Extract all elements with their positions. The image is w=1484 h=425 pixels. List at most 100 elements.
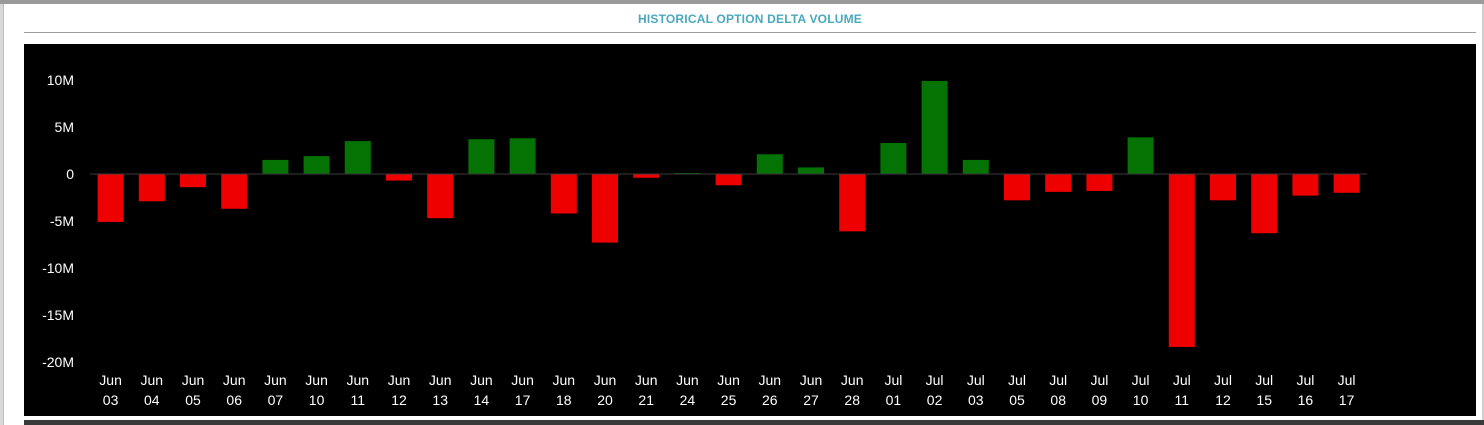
y-tick-label: -10M: [42, 260, 74, 276]
bars: [97, 80, 1360, 347]
x-tick-day: 12: [1215, 392, 1231, 408]
x-tick-day: 17: [1339, 392, 1355, 408]
bar: [550, 174, 577, 214]
bar: [138, 174, 165, 202]
bar: [962, 159, 989, 174]
x-tick-month: Jul: [1296, 372, 1314, 388]
x-tick-day: 18: [556, 392, 572, 408]
x-tick-month: Jun: [841, 372, 864, 388]
bar: [592, 174, 618, 243]
x-tick-month: Jul: [967, 372, 985, 388]
bar: [1292, 174, 1319, 196]
x-tick-day: 15: [1256, 392, 1272, 408]
x-tick-month: Jul: [1049, 372, 1067, 388]
x-axis-ticks: Jun 03 Jun 04 Jun 05 Jun 06 Jun 07 Jun 10 Jun 11 Jun 12…: [99, 372, 1355, 408]
x-tick-month: Jul: [1173, 372, 1191, 388]
bar: [921, 80, 948, 174]
window-left-border-inner: [3, 4, 4, 425]
x-tick-month: Jun: [305, 372, 328, 388]
bar: [1168, 174, 1195, 347]
bar: [839, 174, 866, 232]
bar: [633, 174, 660, 178]
window-top-border: [0, 0, 1484, 4]
x-tick-day: 27: [803, 392, 819, 408]
x-tick-day: 07: [268, 392, 284, 408]
x-tick-month: Jun: [759, 372, 782, 388]
x-tick-month: Jun: [511, 372, 534, 388]
x-tick-month: Jun: [800, 372, 823, 388]
x-tick-day: 02: [927, 392, 943, 408]
title-divider: [24, 32, 1476, 33]
x-tick-month: Jun: [388, 372, 411, 388]
bottom-border: [24, 420, 1484, 425]
window-left-border: [0, 4, 3, 425]
x-tick-day: 03: [103, 392, 119, 408]
x-tick-month: Jun: [594, 372, 617, 388]
x-tick-month: Jun: [347, 372, 370, 388]
x-tick-day: 04: [144, 392, 160, 408]
x-tick-day: 26: [762, 392, 778, 408]
x-tick-day: 10: [309, 392, 325, 408]
x-tick-day: 21: [638, 392, 654, 408]
x-tick-month: Jul: [926, 372, 944, 388]
x-tick-day: 11: [351, 392, 366, 408]
bar: [756, 154, 783, 174]
y-tick-label: -15M: [42, 307, 74, 323]
y-tick-label: 5M: [55, 119, 74, 135]
x-tick-month: Jun: [429, 372, 452, 388]
x-tick-day: 06: [226, 392, 242, 408]
window-right-border: [1482, 4, 1484, 425]
x-tick-month: Jul: [1090, 372, 1108, 388]
x-tick-month: Jun: [264, 372, 287, 388]
x-tick-month: Jun: [182, 372, 205, 388]
x-tick-day: 24: [680, 392, 696, 408]
bar: [1086, 174, 1113, 191]
bar: [1251, 174, 1278, 234]
x-tick-day: 25: [721, 392, 737, 408]
x-tick-day: 05: [185, 392, 201, 408]
bar: [262, 159, 289, 174]
y-axis-ticks: 10M 5M 0 -5M -10M -15M -20M: [42, 72, 74, 370]
x-tick-month: Jun: [470, 372, 493, 388]
x-tick-month: Jun: [635, 372, 658, 388]
chart-title: HISTORICAL OPTION DELTA VOLUME: [637, 12, 862, 26]
y-tick-label: 10M: [47, 72, 74, 88]
x-tick-month: Jun: [553, 372, 576, 388]
bar: [427, 174, 454, 219]
x-tick-day: 16: [1298, 392, 1314, 408]
x-tick-day: 17: [515, 392, 531, 408]
x-tick-month: Jun: [676, 372, 699, 388]
bar: [1333, 174, 1360, 193]
bar: [386, 174, 412, 181]
bar: [303, 156, 330, 174]
bar: [880, 142, 907, 174]
x-tick-day: 13: [432, 392, 448, 408]
x-tick-month: Jul: [1255, 372, 1273, 388]
bar: [509, 138, 536, 174]
bar: [468, 139, 495, 174]
x-tick-day: 10: [1133, 392, 1149, 408]
x-tick-day: 03: [968, 392, 984, 408]
x-tick-day: 14: [474, 392, 490, 408]
x-tick-month: Jun: [223, 372, 246, 388]
x-tick-month: Jun: [99, 372, 122, 388]
x-tick-day: 01: [886, 392, 902, 408]
bar: [1045, 174, 1072, 192]
bar: [1004, 174, 1030, 201]
x-tick-month: Jun: [717, 372, 740, 388]
bar: [715, 174, 742, 186]
x-tick-day: 09: [1092, 392, 1108, 408]
x-tick-day: 28: [844, 392, 860, 408]
x-tick-month: Jul: [1008, 372, 1026, 388]
x-tick-day: 05: [1009, 392, 1025, 408]
x-tick-month: Jul: [1338, 372, 1356, 388]
bar: [180, 174, 206, 188]
x-tick-day: 12: [391, 392, 407, 408]
bar: [1210, 174, 1236, 201]
bar: [344, 141, 371, 174]
x-tick-month: Jul: [884, 372, 902, 388]
bar: [221, 174, 248, 209]
bar: [1127, 137, 1154, 174]
x-tick-month: Jul: [1132, 372, 1150, 388]
